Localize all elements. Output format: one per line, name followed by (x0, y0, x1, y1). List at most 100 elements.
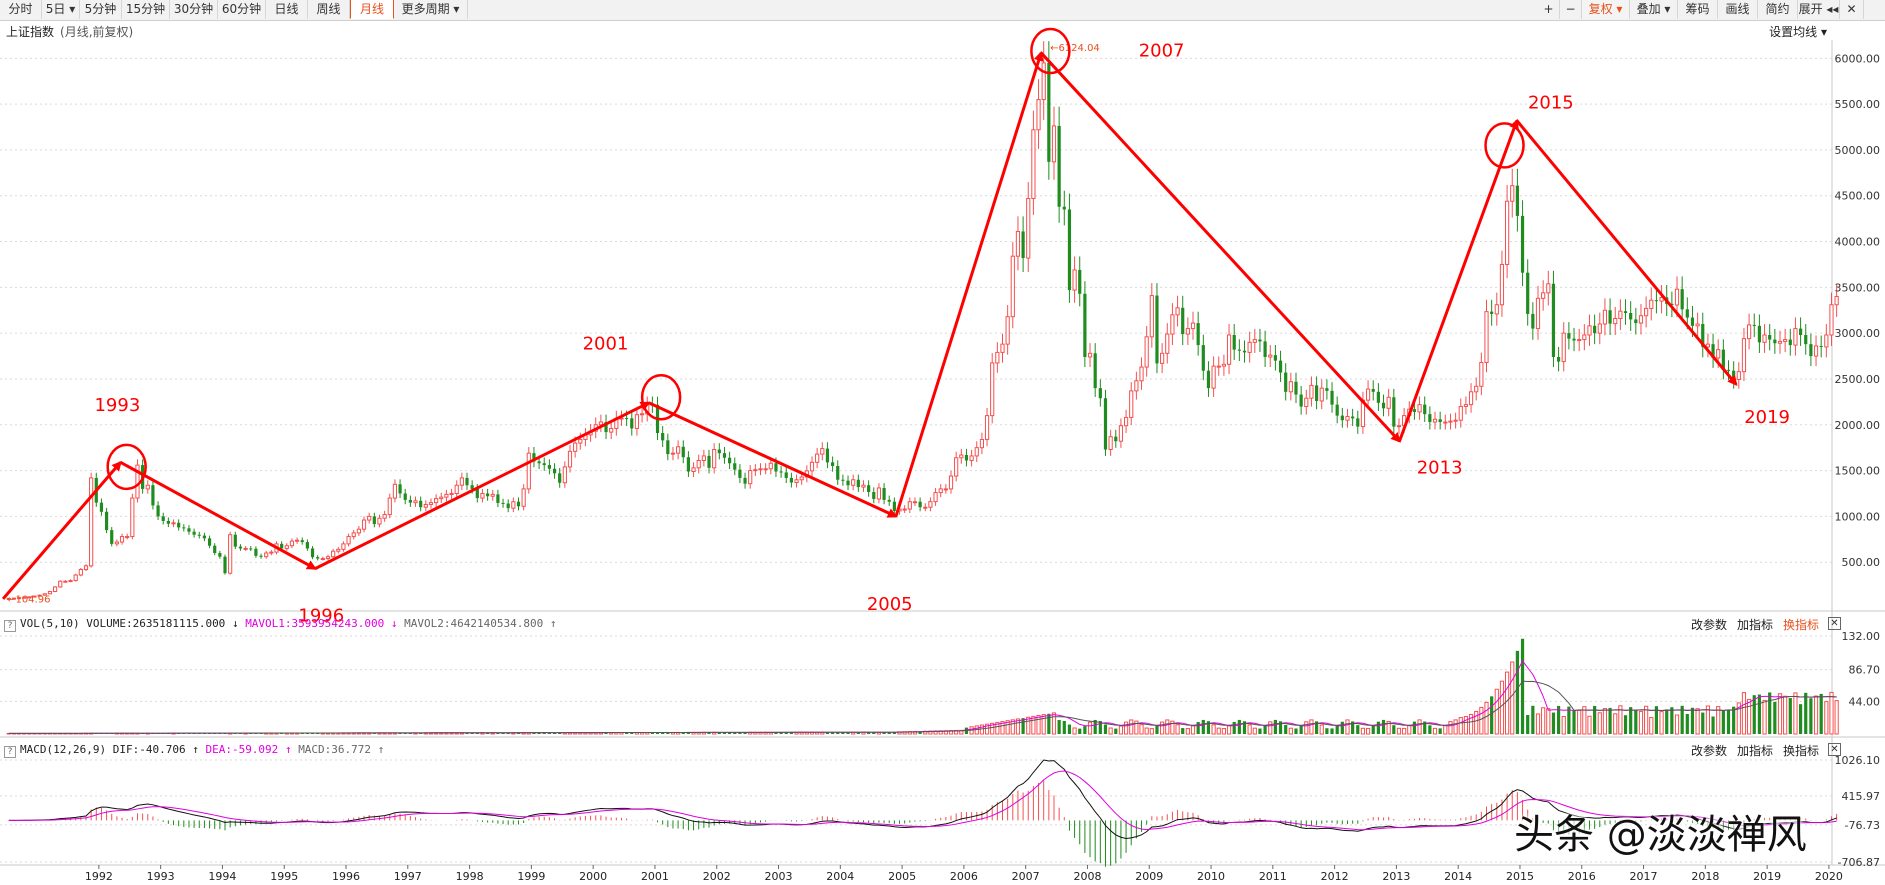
candle-body (83, 565, 89, 571)
volume-bar (1834, 700, 1839, 735)
candle-body (413, 500, 418, 504)
candle-body (1356, 418, 1360, 427)
volume-bar (202, 733, 207, 734)
toolbar-right-button-3[interactable]: 叠加 ▾ (1630, 0, 1678, 19)
volume-bar (141, 733, 145, 734)
candle-body (1278, 360, 1283, 373)
macd-help-icon[interactable]: ? (4, 746, 16, 758)
year-tick-label: 2015 (1506, 870, 1534, 883)
toolbar-right-button-1[interactable]: − (1560, 0, 1582, 19)
volume-bar (1494, 688, 1499, 735)
period-tab-1[interactable]: 5日 ▾ (42, 0, 80, 19)
vol-help-icon[interactable]: ? (4, 620, 16, 632)
volume-bar (1499, 680, 1505, 735)
period-tab-6[interactable]: 日线 (266, 0, 308, 19)
candle-body (1510, 185, 1515, 202)
volume-bar (1813, 695, 1819, 735)
candle-body (583, 434, 588, 440)
year-annotation: 2001 (583, 334, 629, 355)
toolbar-right-button-6[interactable]: 简约 (1758, 0, 1798, 19)
candle-body (856, 479, 860, 488)
toolbar-right-button-0[interactable]: + (1538, 0, 1560, 19)
volume-bar (459, 732, 464, 735)
volume-bar (377, 732, 382, 735)
volume-bar (959, 729, 964, 735)
candle-body (681, 446, 685, 458)
candle-body (872, 492, 876, 499)
toolbar-right-button-7[interactable]: 展开 ◂◂ (1798, 0, 1840, 19)
candle-body (11, 597, 16, 600)
year-tick-label: 2012 (1321, 870, 1349, 883)
volume-bar (192, 733, 196, 734)
volume-bar (1623, 715, 1628, 734)
year-tick-label: 2019 (1753, 870, 1781, 883)
year-tick-label: 1996 (332, 870, 360, 883)
period-tab-3[interactable]: 15分钟 (122, 0, 170, 19)
macd-switch-indicator-button[interactable]: 换指标 (1782, 744, 1819, 758)
volume-bar (264, 732, 269, 735)
volume-bar (16, 732, 22, 735)
candle-body (558, 473, 562, 483)
volume-bar (933, 730, 938, 735)
chart-subtitle: (月线,前复权) (60, 25, 134, 39)
candle-body (1062, 206, 1066, 210)
vol-switch-indicator-button[interactable]: 换指标 (1782, 618, 1819, 632)
volume-bar (419, 732, 423, 734)
candle-body (851, 479, 856, 486)
volume-bar (1015, 718, 1021, 735)
candle-body (1144, 336, 1149, 368)
candle-body (717, 449, 721, 454)
period-tab-2[interactable]: 5分钟 (80, 0, 122, 19)
volume-bar (403, 732, 407, 734)
volume-bar (37, 732, 42, 735)
volume-bar (480, 732, 485, 735)
candle-body (670, 452, 676, 455)
candle-body (228, 534, 233, 574)
volume-bar (1551, 712, 1556, 734)
vol-close-icon[interactable]: ✕ (1828, 617, 1841, 630)
candle-body (1196, 323, 1200, 346)
vol-add-indicator-button[interactable]: 加指标 (1736, 618, 1773, 632)
candle-body (1175, 307, 1180, 316)
year-tick-label: 1993 (147, 870, 175, 883)
candle-body (166, 520, 170, 524)
volume-bar (820, 731, 825, 735)
volume-bar (1284, 725, 1288, 734)
volume-bar (825, 732, 830, 734)
toolbar: 分时 5日 ▾ 5分钟 15分钟 30分钟 60分钟 日线 周线 月线 更多周期 ▾ + − 复权 ▾ 叠… (0, 0, 1885, 21)
candle-body (470, 485, 474, 489)
toolbar-right-button-2[interactable]: 复权 ▾ (1582, 0, 1630, 19)
volume-bar (1804, 692, 1808, 734)
period-tab-7[interactable]: 周线 (308, 0, 350, 19)
candle-body (1340, 415, 1344, 421)
volume-bar (444, 732, 449, 735)
candle-body (89, 477, 94, 567)
period-tab-8[interactable]: 月线 (350, 0, 394, 19)
candle-body (1582, 334, 1587, 341)
volume-bar (1010, 719, 1015, 735)
volume-bar (289, 732, 295, 735)
vol-params-button[interactable]: 改参数 (1690, 618, 1727, 632)
toolbar-right-button-4[interactable]: 筹码 (1678, 0, 1718, 19)
candle-body (1813, 345, 1819, 357)
macd-close-icon[interactable]: ✕ (1828, 743, 1841, 756)
ma-settings-button[interactable]: 设置均线 ▾ (1769, 25, 1827, 39)
toolbar-close-icon[interactable]: ✕ (1840, 0, 1864, 19)
volume-bar (32, 732, 37, 735)
volume-bar (1335, 725, 1339, 734)
period-tab-4[interactable]: 30分钟 (170, 0, 218, 19)
volume-bar (1196, 722, 1200, 734)
period-tab-9[interactable]: 更多周期 ▾ (394, 0, 468, 19)
watermark: 头条 @淡淡禅风 (1514, 812, 1807, 858)
candle-body (701, 455, 706, 462)
candle-body (666, 440, 670, 455)
macd-params-button[interactable]: 改参数 (1690, 744, 1727, 758)
period-tab-5[interactable]: 60分钟 (218, 0, 266, 19)
period-tab-0[interactable]: 分时 (0, 0, 42, 19)
candle-body (1629, 313, 1633, 320)
volume-bar (475, 732, 479, 734)
volume-bar (1288, 727, 1293, 735)
toolbar-right-button-5[interactable]: 画线 (1718, 0, 1758, 19)
macd-add-indicator-button[interactable]: 加指标 (1736, 744, 1773, 758)
year-tick-label: 2004 (826, 870, 854, 883)
